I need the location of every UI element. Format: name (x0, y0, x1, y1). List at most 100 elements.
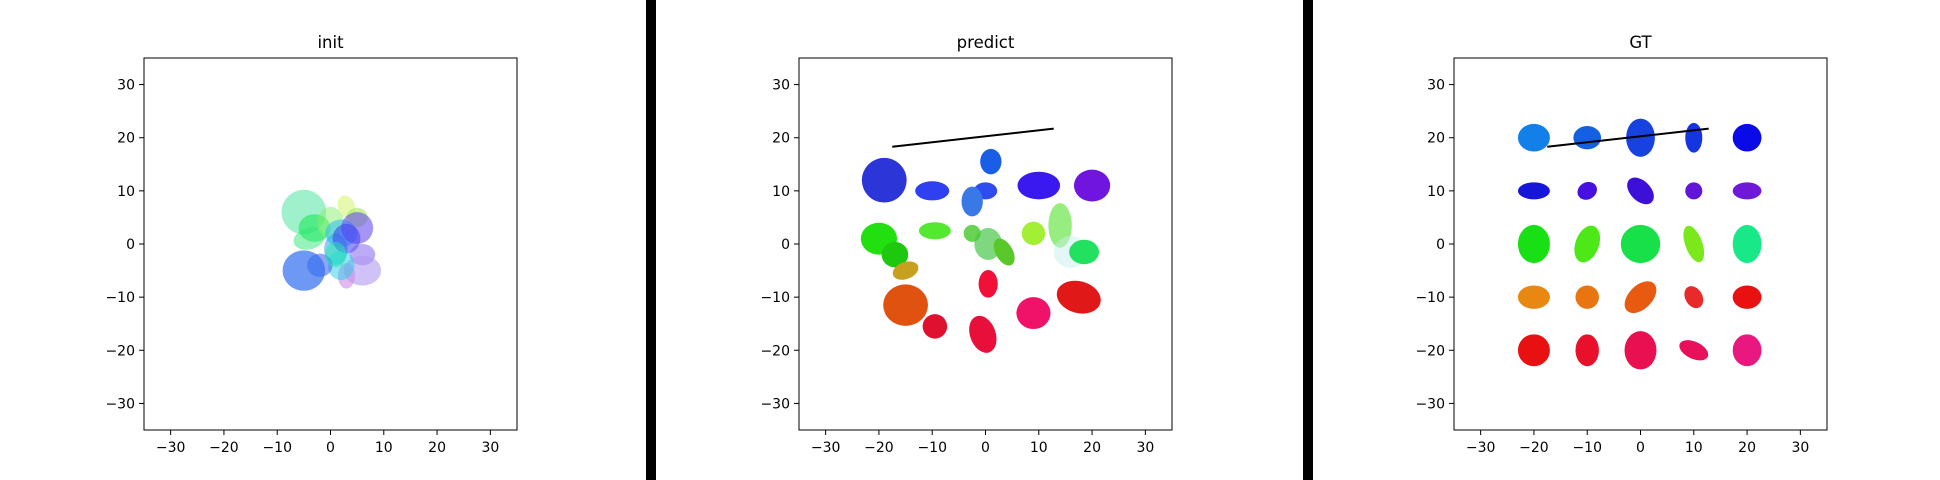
x-tick-label: 20 (428, 440, 446, 456)
ellipse-mark (980, 148, 1002, 175)
x-tick-label: −30 (811, 440, 841, 456)
x-tick-label: 30 (1791, 440, 1809, 456)
ellipse-mark (1679, 340, 1709, 361)
x-tick-label: 10 (1030, 440, 1048, 456)
y-tick-label: −20 (1415, 343, 1445, 359)
x-tick-label: −10 (917, 440, 947, 456)
y-tick-label: 30 (117, 78, 135, 94)
chart-title: predict (957, 33, 1015, 52)
ellipse-mark (1517, 285, 1550, 309)
x-tick-label: 0 (326, 440, 335, 456)
ellipse-mark (1017, 171, 1061, 200)
x-tick-label: −30 (156, 440, 186, 456)
y-tick-label: −10 (105, 290, 135, 306)
ellipse-mark (1627, 177, 1654, 205)
ellipse-mark (1575, 334, 1599, 367)
x-tick-label: 10 (1685, 440, 1703, 456)
y-tick-label: −30 (105, 396, 135, 412)
line-mark (892, 127, 1054, 148)
x-tick-label: −20 (209, 440, 239, 456)
ellipse-mark (978, 270, 998, 298)
ellipse-mark (1620, 224, 1661, 264)
plot-area (1517, 118, 1762, 370)
ellipse-mark (1732, 285, 1762, 309)
x-tick-label: 30 (481, 440, 499, 456)
plot-area (281, 189, 382, 291)
ellipse-mark (1056, 280, 1101, 314)
ellipse-mark (1683, 225, 1705, 263)
ellipse-mark (1517, 123, 1550, 152)
ellipse-mark (1575, 285, 1599, 309)
chart-title: GT (1629, 33, 1652, 52)
ellipse-mark (1732, 334, 1762, 367)
x-tick-label: 0 (981, 440, 990, 456)
x-tick-label: −10 (262, 440, 292, 456)
ellipse-mark (1048, 203, 1072, 248)
y-tick-label: 10 (1427, 184, 1445, 200)
y-tick-label: −10 (1415, 290, 1445, 306)
ellipse-mark (1573, 126, 1602, 150)
ellipse-mark (282, 250, 326, 291)
ellipse-mark (1685, 182, 1703, 200)
y-tick-label: 10 (117, 184, 135, 200)
y-tick-label: 30 (772, 78, 790, 94)
ellipse-mark (1626, 118, 1655, 157)
line-mark (1547, 127, 1709, 148)
x-tick-label: 0 (1636, 440, 1645, 456)
ellipse-mark (1517, 334, 1550, 367)
x-tick-label: 20 (1083, 440, 1101, 456)
chart-panel-predict: −30 −20 −10 0 10 20 30 −30 −20 −10 0 10 20 30 predict (760, 33, 1173, 456)
plot-area (860, 127, 1111, 353)
ellipse-mark (1732, 182, 1762, 200)
x-tick-label: 10 (375, 440, 393, 456)
ellipse-mark (883, 284, 928, 326)
x-tick-label: 30 (1136, 440, 1154, 456)
ellipse-mark (1624, 281, 1657, 314)
ellipse-mark (1624, 331, 1657, 370)
y-tick-label: 10 (772, 184, 790, 200)
ellipse-mark (1517, 224, 1550, 264)
y-tick-label: 20 (117, 131, 135, 147)
ellipse-mark (861, 157, 907, 203)
ellipse-mark (918, 222, 951, 240)
ellipse-mark (1073, 169, 1111, 202)
ellipse-mark (1517, 182, 1550, 200)
ellipse-mark (1069, 239, 1099, 265)
y-tick-label: −30 (760, 396, 790, 412)
y-tick-label: 0 (781, 237, 790, 253)
ellipse-mark (325, 241, 347, 268)
x-tick-label: −20 (864, 440, 894, 456)
x-tick-label: 20 (1738, 440, 1756, 456)
y-tick-label: −20 (105, 343, 135, 359)
y-tick-label: 30 (1427, 78, 1445, 94)
ellipse-mark (1021, 221, 1046, 246)
x-tick-label: −30 (1466, 440, 1496, 456)
ellipse-mark (1732, 123, 1762, 152)
ellipse-mark (915, 181, 950, 201)
ellipse-mark (1016, 297, 1051, 330)
ellipse-mark (1684, 286, 1704, 309)
ellipse-mark (993, 238, 1015, 266)
ellipse-mark (961, 186, 983, 217)
panel-divider-right (1303, 0, 1313, 480)
ellipse-mark (881, 241, 909, 268)
ellipse-mark (1732, 224, 1762, 264)
y-tick-label: 20 (772, 131, 790, 147)
panel-divider-left (646, 0, 656, 480)
ellipse-mark (922, 314, 948, 339)
ellipse-mark (892, 261, 919, 280)
x-tick-label: −10 (1572, 440, 1602, 456)
ellipse-mark (1685, 122, 1703, 153)
ellipse-mark (293, 227, 325, 250)
y-tick-label: 20 (1427, 131, 1445, 147)
chart-panel-gt: −30 −20 −10 0 10 20 30 −30 −20 −10 0 10 20 30 GT (1415, 33, 1828, 456)
y-tick-label: −10 (760, 290, 790, 306)
ellipse-mark (969, 315, 997, 353)
ellipse-mark (1577, 181, 1597, 200)
x-tick-label: −20 (1519, 440, 1549, 456)
y-tick-label: −20 (760, 343, 790, 359)
chart-panel-init: −30 −20 −10 0 10 20 30 −30 −20 −10 0 10 20 30 init (105, 33, 518, 456)
y-tick-label: −30 (1415, 396, 1445, 412)
ellipse-mark (1574, 225, 1601, 263)
